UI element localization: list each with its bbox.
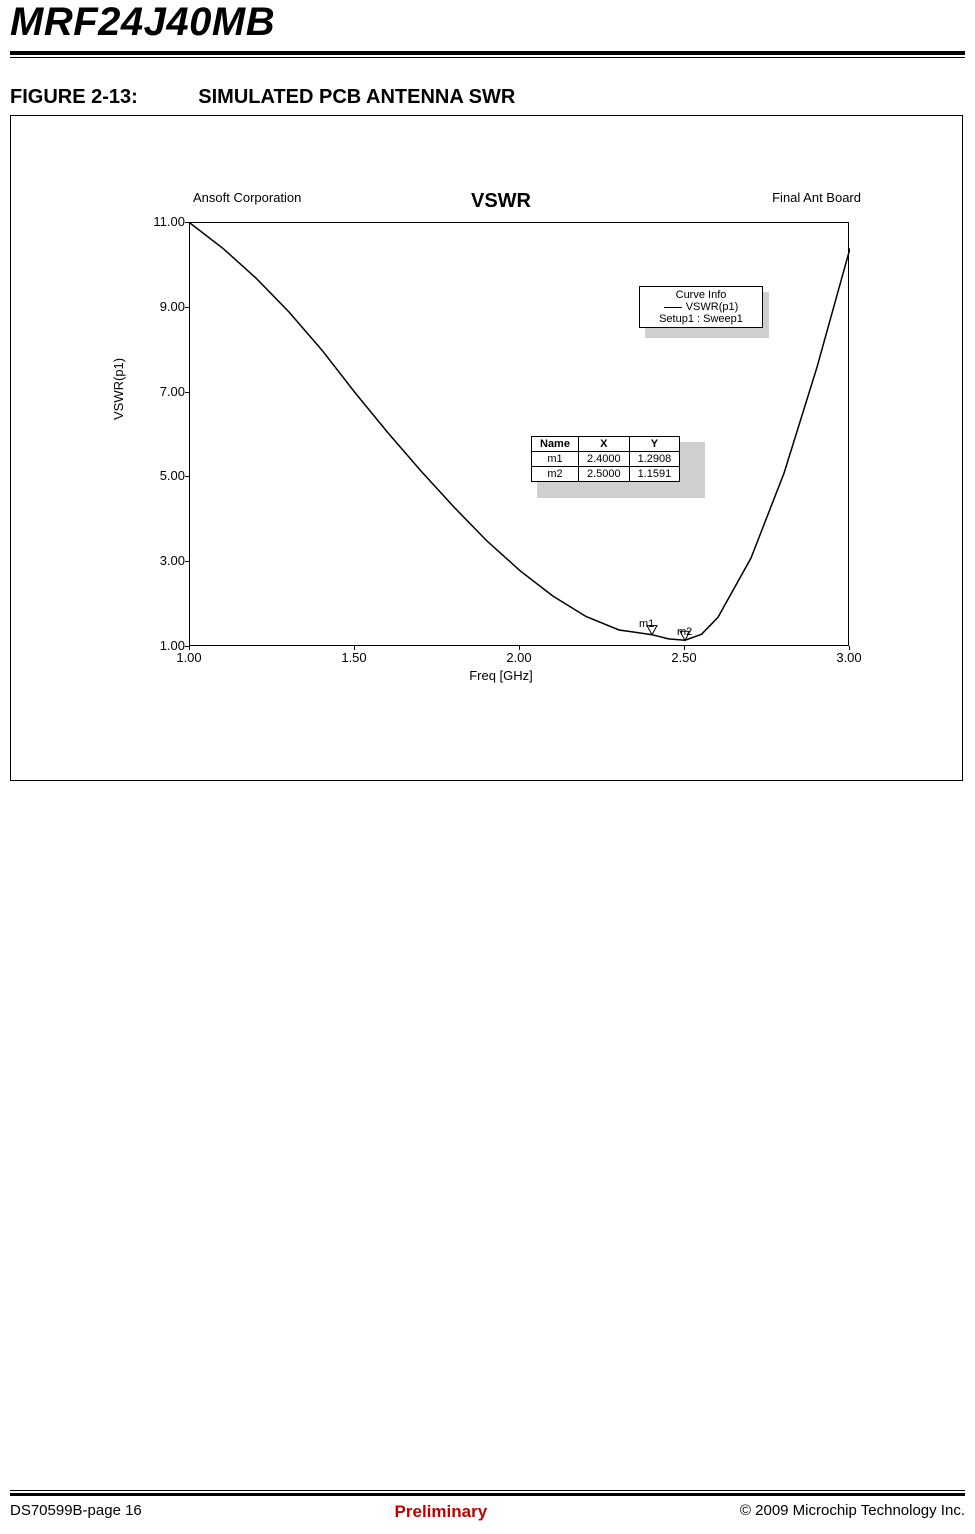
chart: Ansoft Corporation VSWR Final Ant Board … [121,200,881,710]
y-tick-label: 9.00 [151,299,185,314]
x-tick-mark [519,646,520,650]
marker-table-header: Name [532,437,579,452]
marker-table-row: m12.40001.2908 [532,452,680,467]
legend-series-name: VSWR(p1) [686,301,739,313]
footer: DS70599B-page 16 Preliminary © 2009 Micr… [10,1490,965,1522]
x-tick-label: 3.00 [829,650,869,665]
y-tick-mark [185,392,189,393]
chart-title: VSWR [121,190,881,213]
y-axis-label: VSWR(p1) [111,358,126,420]
x-tick-label: 2.50 [664,650,704,665]
footer-center: Preliminary [395,1502,488,1522]
legend-line-icon [664,307,682,308]
footer-rule-thick [10,1493,965,1496]
header-rule-thin [10,57,965,58]
x-tick-mark [189,646,190,650]
x-tick-label: 2.00 [499,650,539,665]
y-tick-mark [185,561,189,562]
figure-title: SIMULATED PCB ANTENNA SWR [198,86,515,108]
marker-table-cell: m2 [532,467,579,482]
product-title: MRF24J40MB [10,0,975,45]
y-tick-mark [185,476,189,477]
x-tick-mark [684,646,685,650]
marker-table-cell: 1.1591 [629,467,680,482]
marker-m2-label: m2 [677,626,692,638]
figure-box: Ansoft Corporation VSWR Final Ant Board … [10,115,963,781]
marker-table: NameXY m12.40001.2908m22.50001.1591 [531,436,680,482]
legend-box: Curve Info VSWR(p1) Setup1 : Sweep1 [639,286,763,328]
x-axis-label: Freq [GHz] [121,668,881,683]
y-tick-label: 3.00 [151,553,185,568]
x-tick-mark [354,646,355,650]
y-tick-label: 11.00 [151,214,185,229]
legend-title: Curve Info [646,289,756,301]
header-rule-thick [10,51,965,55]
x-tick-label: 1.50 [334,650,374,665]
footer-left: DS70599B-page 16 [10,1502,142,1522]
y-tick-mark [185,307,189,308]
marker-table-cell: 2.5000 [578,467,629,482]
chart-design-label: Final Ant Board [772,190,861,205]
y-tick-label: 5.00 [151,468,185,483]
marker-table-cell: 2.4000 [578,452,629,467]
footer-rule-thin [10,1490,965,1491]
marker-table-header: Y [629,437,680,452]
y-tick-label: 7.00 [151,384,185,399]
y-tick-mark [185,222,189,223]
marker-m1-label: m1 [639,618,654,630]
marker-table-cell: m1 [532,452,579,467]
page: MRF24J40MB FIGURE 2-13: SIMULATED PCB AN… [0,0,975,1534]
legend-series-row: VSWR(p1) [646,301,756,313]
x-tick-label: 1.00 [169,650,209,665]
figure-caption: FIGURE 2-13: SIMULATED PCB ANTENNA SWR [10,86,965,109]
marker-table-header: X [578,437,629,452]
figure-number: FIGURE 2-13: [10,86,138,108]
x-tick-mark [849,646,850,650]
footer-right: © 2009 Microchip Technology Inc. [740,1502,965,1522]
marker-table-cell: 1.2908 [629,452,680,467]
legend-setup-text: Setup1 : Sweep1 [646,313,756,325]
marker-table-row: m22.50001.1591 [532,467,680,482]
